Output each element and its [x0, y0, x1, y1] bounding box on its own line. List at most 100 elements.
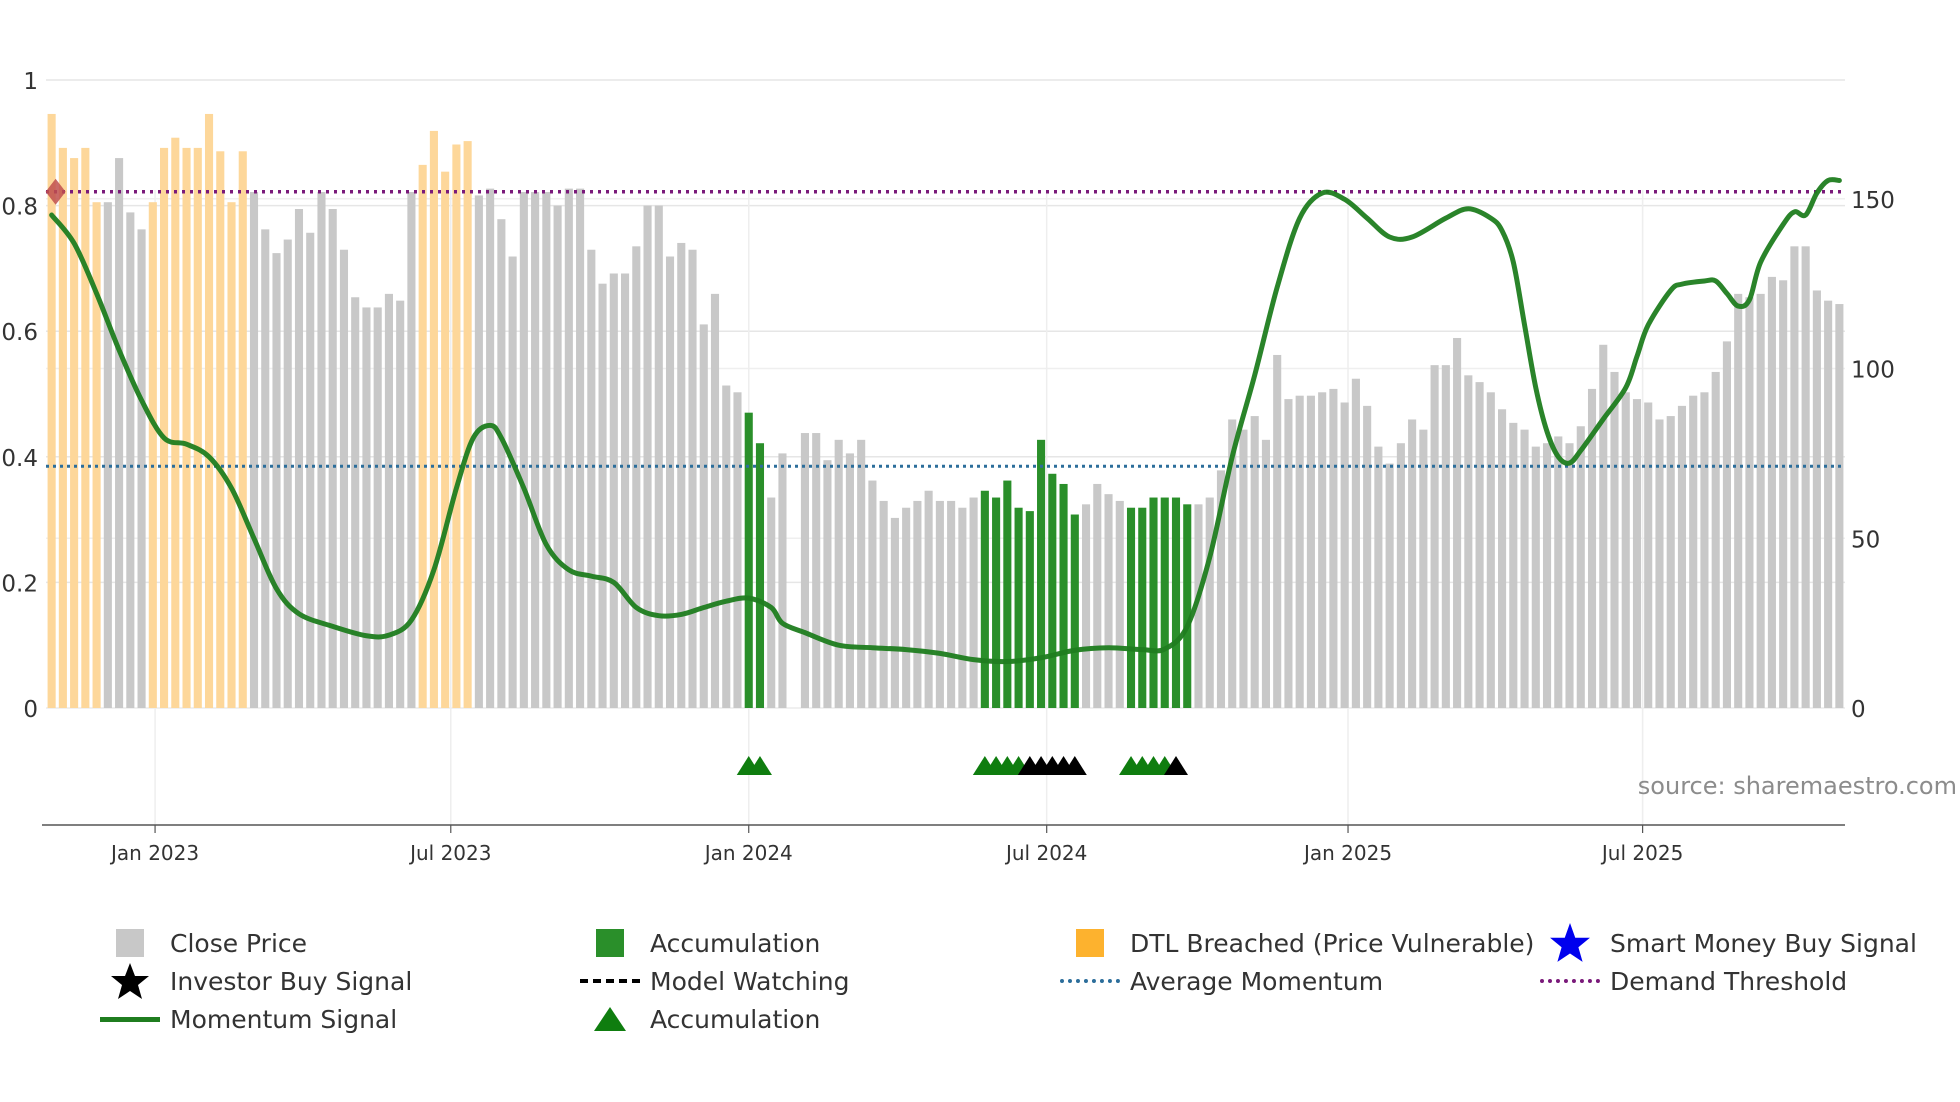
price-bar	[632, 246, 641, 708]
accumulation-bar	[1160, 497, 1169, 708]
price-bar	[542, 192, 551, 709]
dtl-breached-bar	[463, 141, 472, 708]
legend-smart-money-label: Smart Money Buy Signal	[1610, 928, 1917, 958]
legend-average-momentum-label: Average Momentum	[1130, 966, 1384, 996]
dtl-breached-bar	[204, 113, 214, 709]
price-bar	[1430, 365, 1439, 708]
price-bar	[677, 242, 686, 708]
legend-accumulation-triangle: Accumulation	[575, 1001, 820, 1037]
price-bar	[1801, 246, 1810, 708]
legend-model-watching-label: Model Watching	[650, 966, 850, 996]
accumulation-bar	[1037, 439, 1046, 708]
right-tick-label: 0	[1851, 697, 1866, 723]
legend-smart-money: Smart Money Buy Signal	[1535, 923, 1917, 962]
price-bar	[1621, 392, 1630, 708]
price-bar	[1464, 375, 1473, 708]
price-bar	[508, 256, 517, 708]
legend-model-watching: Model Watching	[575, 963, 850, 999]
price-bar	[396, 300, 405, 708]
accumulation-bar	[755, 443, 765, 708]
price-bar	[609, 273, 618, 708]
price-bar	[665, 256, 675, 708]
price-bar	[1104, 494, 1113, 708]
dtl-swatch	[1055, 925, 1125, 961]
price-bar	[553, 205, 562, 708]
price-bar	[1374, 446, 1383, 708]
price-bar	[339, 249, 349, 708]
price-bar	[688, 249, 697, 708]
price-bar	[362, 307, 371, 708]
price-bar	[317, 192, 326, 709]
price-bar	[1115, 500, 1124, 708]
dtl-breached-bar	[47, 113, 56, 709]
accumulation-swatch	[575, 925, 645, 961]
price-bar	[1306, 395, 1315, 708]
price-bar	[902, 507, 911, 708]
price-bar	[913, 500, 922, 708]
accumulation-triangle	[747, 756, 772, 775]
dtl-breached-bar	[182, 147, 191, 708]
price-bar	[384, 293, 393, 708]
price-bar	[1587, 388, 1597, 708]
left-tick-label: 0.6	[1, 320, 38, 346]
price-bar	[834, 439, 843, 708]
price-bar	[1250, 416, 1259, 708]
legend-accumulation: Accumulation	[575, 925, 820, 961]
price-bar	[857, 439, 866, 708]
price-bar	[1351, 378, 1360, 708]
price-bar	[1520, 429, 1529, 708]
price-bar	[1453, 337, 1462, 708]
price-bar	[699, 324, 708, 708]
price-bar	[1812, 290, 1821, 708]
accumulation-bar	[1059, 483, 1068, 708]
accumulation-bar	[1014, 507, 1023, 708]
price-bar	[643, 205, 652, 708]
price-bar	[1194, 504, 1203, 708]
price-bar	[1779, 280, 1788, 708]
legend-close-price-label: Close Price	[170, 928, 308, 958]
price-bar	[306, 232, 315, 708]
model-watching-triangle	[1062, 756, 1087, 775]
price-bar	[947, 500, 956, 708]
price-bar	[598, 283, 607, 708]
price-bar	[1419, 429, 1428, 708]
price-bar	[823, 460, 832, 708]
price-bar	[767, 497, 776, 708]
accumulation-bar	[1003, 480, 1012, 708]
price-bar	[1509, 422, 1518, 708]
accumulation-bar	[1126, 507, 1136, 708]
blue-star-icon	[1535, 923, 1605, 962]
price-bar	[1610, 371, 1619, 708]
price-bar	[531, 192, 540, 709]
price-bar	[261, 229, 270, 708]
price-bar	[1408, 419, 1417, 708]
accumulation-bar	[1048, 473, 1057, 708]
price-bar	[722, 385, 731, 708]
legend-close-price: Close Price	[95, 925, 307, 961]
dtl-breached-bar	[452, 144, 461, 708]
accumulation-bar	[1149, 497, 1158, 708]
price-bar	[1273, 354, 1282, 708]
price-bar	[1329, 388, 1338, 708]
price-bar	[1228, 419, 1237, 708]
price-bar	[351, 297, 360, 708]
price-bar	[103, 202, 112, 709]
legend-investor-buy: Investor Buy Signal	[95, 963, 412, 999]
price-bar	[1542, 443, 1552, 708]
price-bar	[1700, 392, 1709, 708]
price-bar	[1655, 419, 1664, 708]
momentum-signal-line	[49, 177, 1842, 665]
price-bar	[1318, 392, 1327, 708]
dtl-breached-bar	[418, 164, 427, 708]
price-bar	[486, 188, 495, 709]
price-bar	[1093, 483, 1102, 708]
left-tick-label: 0.4	[1, 446, 38, 472]
x-tick-label: Jan 2024	[703, 841, 793, 865]
price-bar	[778, 453, 787, 708]
price-bar	[1644, 402, 1653, 708]
momentum-chart: 0 0.2 0.4 0.6 0.8 1 0 50 100 150 Jan 2023 Jul 2023 J…	[1, 69, 1957, 865]
x-tick-label: Jan 2023	[109, 841, 199, 865]
dtl-breached-bar	[429, 130, 438, 708]
left-tick-label: 0.2	[1, 571, 38, 597]
smart-money-marker	[45, 178, 66, 205]
